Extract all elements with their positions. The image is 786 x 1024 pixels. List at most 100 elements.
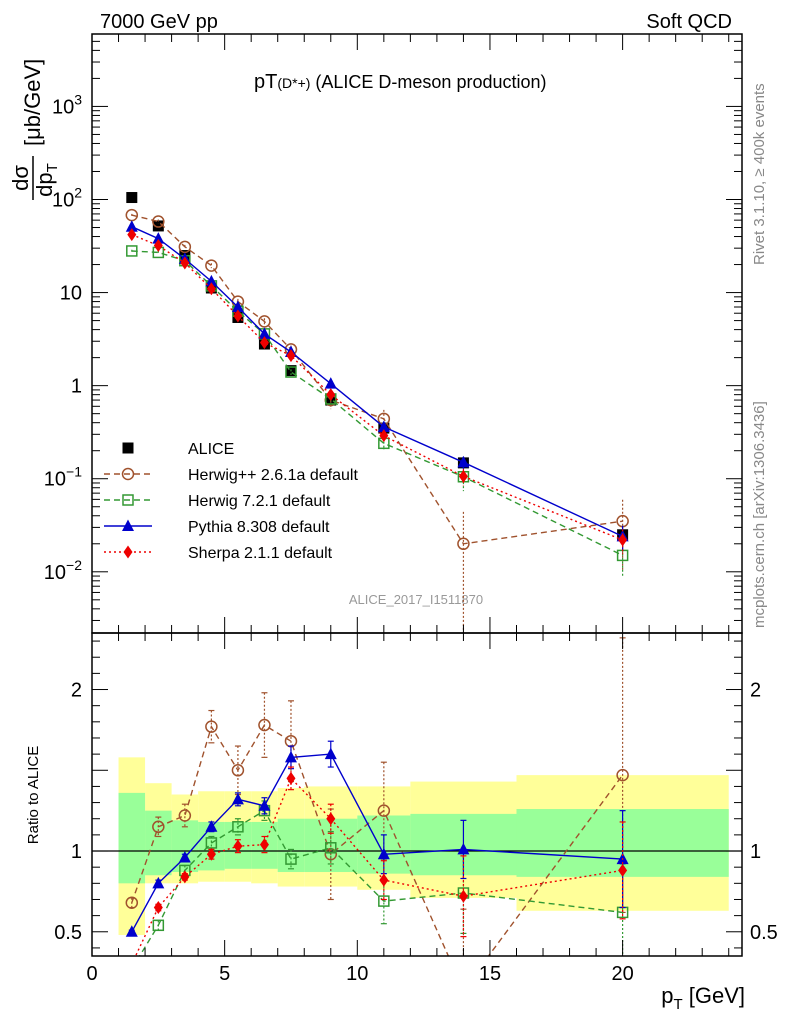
upper-point — [205, 274, 218, 287]
analysis-id: ALICE_2017_I1511870 — [349, 592, 483, 607]
ratio-y-tick-label: 2 — [71, 680, 82, 702]
ratio-point — [378, 895, 390, 907]
y-label-den-sub: T — [44, 163, 61, 172]
ratio-point — [458, 889, 468, 903]
upper-point — [285, 366, 297, 378]
ratio-point — [258, 718, 271, 732]
energy-label: 7000 GeV pp — [100, 11, 218, 33]
ratio-point — [180, 870, 190, 884]
green-band-bin — [118, 792, 146, 884]
ratio-y-label: Ratio to ALICE — [25, 746, 42, 844]
ratio-point — [206, 847, 216, 861]
chart-title-rest: (ALICE D-meson production) — [310, 72, 546, 92]
y-tick-label: 102 — [52, 184, 82, 211]
ratio-point — [618, 863, 628, 877]
upper-line-series-3 — [131, 226, 623, 538]
upper-point — [233, 309, 243, 323]
legend-marker — [122, 519, 134, 531]
upper-point — [205, 259, 218, 272]
x-tick-label: 15 — [479, 963, 501, 985]
ratio-point — [286, 771, 296, 785]
upper-point — [616, 549, 629, 562]
x-axis-label: pT [GeV] — [661, 983, 745, 1013]
upper-point — [618, 533, 628, 547]
upper-line-series-1 — [131, 214, 623, 545]
ratio-point — [231, 792, 244, 805]
upper-point — [458, 469, 468, 483]
ratio-point — [152, 876, 165, 889]
upper-point — [326, 388, 336, 402]
legend-label: ALICE — [188, 441, 234, 458]
x-tick-label: 5 — [219, 963, 230, 985]
chart-title-particle: (D*+) — [277, 75, 310, 91]
green-band-bin — [145, 810, 172, 876]
ratio-y-tick-label-right: 1 — [750, 841, 761, 863]
legend-marker — [122, 494, 134, 506]
ratio-point — [152, 820, 165, 834]
legend-marker — [122, 442, 134, 454]
ratio-point — [259, 838, 269, 852]
ratio-panel — [92, 637, 742, 995]
upper-point — [231, 300, 244, 312]
y-tick-label: 10−2 — [44, 557, 82, 584]
ratio-y-tick-label: 0.5 — [54, 922, 82, 944]
upper-point — [258, 327, 271, 339]
ratio-point — [458, 984, 469, 995]
ratio-point — [152, 919, 165, 932]
upper-frame — [91, 33, 743, 634]
ratio-point — [258, 799, 271, 811]
ratio-y-tick-label: 1 — [71, 841, 82, 863]
upper-point — [324, 377, 337, 389]
legend-label: Sherpa 2.1.1 default — [188, 545, 333, 562]
y-axis-label: dσ dpT [μb/GeV] — [8, 59, 61, 200]
upper-point — [379, 429, 389, 443]
upper-point — [457, 537, 470, 551]
green-band-bin — [171, 820, 199, 873]
ratio-point — [379, 873, 389, 887]
y-label-den-main: dp — [32, 172, 57, 196]
ratio-point — [377, 804, 391, 817]
ratio-point — [616, 768, 629, 782]
ratio-point — [457, 842, 470, 855]
ratio-point — [377, 847, 390, 860]
upper-point — [457, 455, 470, 468]
upper-point — [180, 256, 190, 270]
y-tick-label: 10 — [60, 283, 82, 305]
upper-point — [258, 315, 271, 328]
ratio-point — [284, 750, 297, 763]
axes: 10−2 10−1 1 10 102 103 0 5 10 15 20 0.5 0.5 1 1 2 2 — [44, 33, 778, 985]
upper-point — [125, 220, 138, 232]
y-label-unit: [μb/GeV] — [20, 59, 45, 146]
upper-point — [377, 420, 390, 432]
y-label-numerator: dσ — [8, 165, 33, 191]
upper-point — [126, 192, 138, 204]
ratio-frame — [91, 632, 743, 957]
ratio-point — [285, 853, 297, 865]
upper-point — [259, 336, 269, 350]
ratio-point — [326, 812, 336, 826]
chart-title: pT(D*+) (ALICE D-meson production) — [254, 71, 547, 93]
upper-point — [153, 239, 163, 253]
y-label-denominator: dpT — [32, 163, 61, 197]
chart-title-main: pT — [254, 71, 277, 93]
legend-label: Herwig++ 2.6.1a default — [188, 467, 358, 484]
ratio-point — [205, 720, 218, 733]
y-tick-label: 10−1 — [44, 464, 82, 491]
upper-line-series-4 — [131, 233, 623, 541]
ratio-point — [325, 842, 337, 854]
x-tick-label: 0 — [86, 963, 97, 985]
ratio-point — [205, 837, 218, 849]
upper-point — [127, 228, 137, 242]
ratio-point — [205, 820, 218, 832]
upper-point — [286, 349, 296, 363]
upper-point — [152, 215, 165, 228]
ratio-point — [231, 764, 245, 777]
upper-point — [206, 282, 216, 296]
ratio-y-tick-label-right: 0.5 — [750, 922, 778, 944]
upper-point — [126, 245, 138, 257]
legend-marker — [121, 467, 135, 481]
ratio-point — [127, 958, 136, 971]
ratio-point — [125, 896, 139, 909]
upper-point — [152, 232, 165, 244]
